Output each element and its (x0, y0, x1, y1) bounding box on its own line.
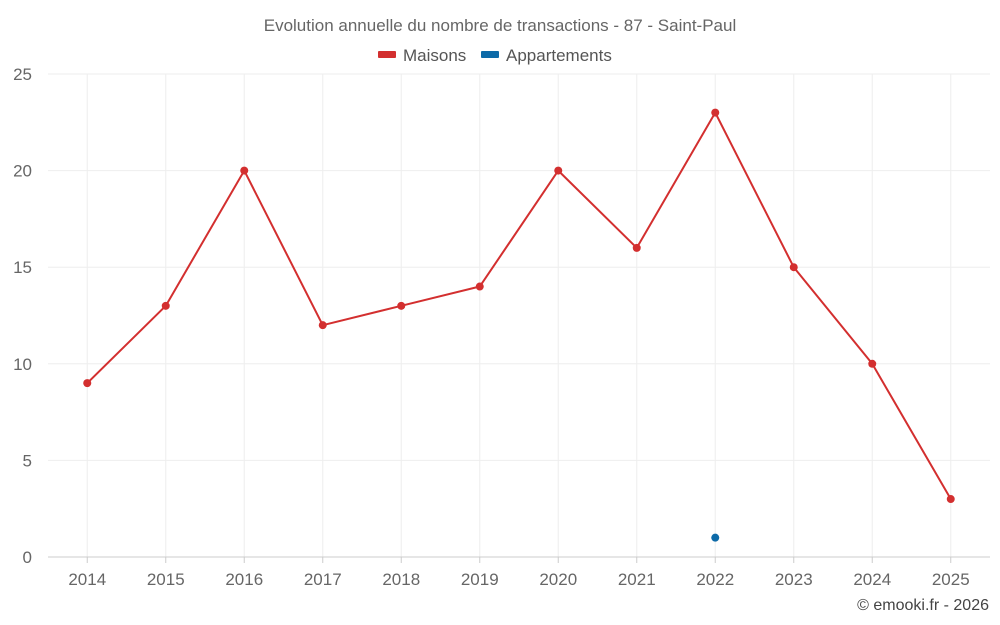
series-appartements (711, 533, 720, 542)
x-tick-label: 2017 (304, 570, 342, 589)
data-point-maisons-2021[interactable] (632, 243, 641, 252)
grid (48, 73, 990, 558)
data-point-maisons-2015[interactable] (161, 301, 170, 310)
legend-swatch-appartements (481, 51, 499, 58)
chart-title: Evolution annuelle du nombre de transact… (264, 16, 737, 35)
x-tick-label: 2024 (853, 570, 891, 589)
x-tick-label: 2022 (696, 570, 734, 589)
x-axis-ticks: 2014 2015 2016 2017 2018 2019 2020 2021 2022 2023… (68, 557, 970, 589)
x-tick-label: 2023 (775, 570, 813, 589)
y-tick-label: 25 (13, 65, 32, 84)
y-tick-label: 10 (13, 355, 32, 374)
y-tick-label: 20 (13, 162, 32, 181)
data-point-maisons-2018[interactable] (397, 301, 406, 310)
x-tick-label: 2016 (225, 570, 263, 589)
data-point-maisons-2017[interactable] (318, 321, 327, 330)
data-point-maisons-2014[interactable] (83, 379, 92, 388)
legend-label-appartements: Appartements (506, 46, 612, 65)
legend-item-appartements[interactable]: Appartements (481, 46, 612, 65)
legend-swatch-maisons (378, 51, 396, 58)
x-tick-label: 2021 (618, 570, 656, 589)
legend-label-maisons: Maisons (403, 46, 466, 65)
x-tick-label: 2019 (461, 570, 499, 589)
y-tick-label: 15 (13, 258, 32, 277)
data-point-maisons-2025[interactable] (946, 495, 955, 504)
series (83, 108, 955, 542)
credit-text: © emooki.fr - 2026 (857, 597, 989, 614)
series-line-maisons (86, 111, 952, 500)
x-tick-label: 2018 (382, 570, 420, 589)
x-tick-label: 2015 (147, 570, 185, 589)
legend: Maisons Appartements (378, 46, 612, 65)
data-point-appartements-2022[interactable] (711, 533, 720, 542)
data-point-maisons-2019[interactable] (475, 282, 484, 291)
data-point-maisons-2024[interactable] (868, 359, 877, 368)
y-axis-ticks: 0 5 10 15 20 25 (13, 65, 32, 567)
y-tick-label: 0 (23, 548, 32, 567)
x-tick-label: 2020 (539, 570, 577, 589)
data-point-maisons-2023[interactable] (789, 263, 798, 272)
x-tick-label: 2014 (68, 570, 106, 589)
data-point-maisons-2022[interactable] (711, 108, 720, 117)
data-point-maisons-2016[interactable] (240, 166, 249, 175)
x-tick-label: 2025 (932, 570, 970, 589)
legend-item-maisons[interactable]: Maisons (378, 46, 466, 65)
data-point-maisons-2020[interactable] (554, 166, 563, 175)
series-maisons (83, 108, 955, 504)
y-tick-label: 5 (23, 451, 32, 470)
